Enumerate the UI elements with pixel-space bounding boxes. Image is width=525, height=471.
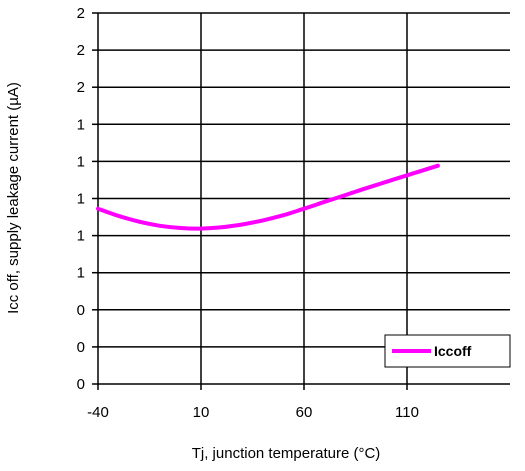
x-tick-label: 110 (395, 404, 419, 421)
legend-label-iccoff: Iccoff (434, 343, 472, 359)
y-tick-label: 2 (77, 42, 85, 59)
y-tick-labels: 0 0 0 1 1 1 1 1 2 2 2 (77, 5, 85, 393)
y-axis-title: Icc off, supply leakage current (µA) (5, 82, 22, 314)
x-tick-labels: -40 10 60 110 (87, 404, 419, 421)
legend: Iccoff (384, 334, 511, 368)
y-tick-label: 1 (77, 116, 85, 133)
grid (98, 12, 510, 384)
y-tick-label: 0 (77, 302, 85, 319)
y-tick-label: 1 (77, 191, 85, 208)
y-tick-label: 2 (77, 79, 85, 96)
x-tick-label: 60 (296, 404, 313, 421)
y-tick-label: 0 (77, 376, 85, 393)
y-tick-label: 1 (77, 265, 85, 282)
axes (92, 12, 510, 390)
x-tick-label: -40 (87, 404, 109, 421)
y-tick-label: 1 (77, 153, 85, 170)
y-tick-label: 1 (77, 228, 85, 245)
x-tick-label: 10 (193, 404, 210, 421)
y-tick-label: 2 (77, 5, 85, 22)
y-tick-label: 0 (77, 339, 85, 356)
series-layer (96, 163, 440, 231)
x-axis-title: Tj, junction temperature (°C) (192, 445, 381, 462)
series-line-iccoff (96, 163, 440, 231)
